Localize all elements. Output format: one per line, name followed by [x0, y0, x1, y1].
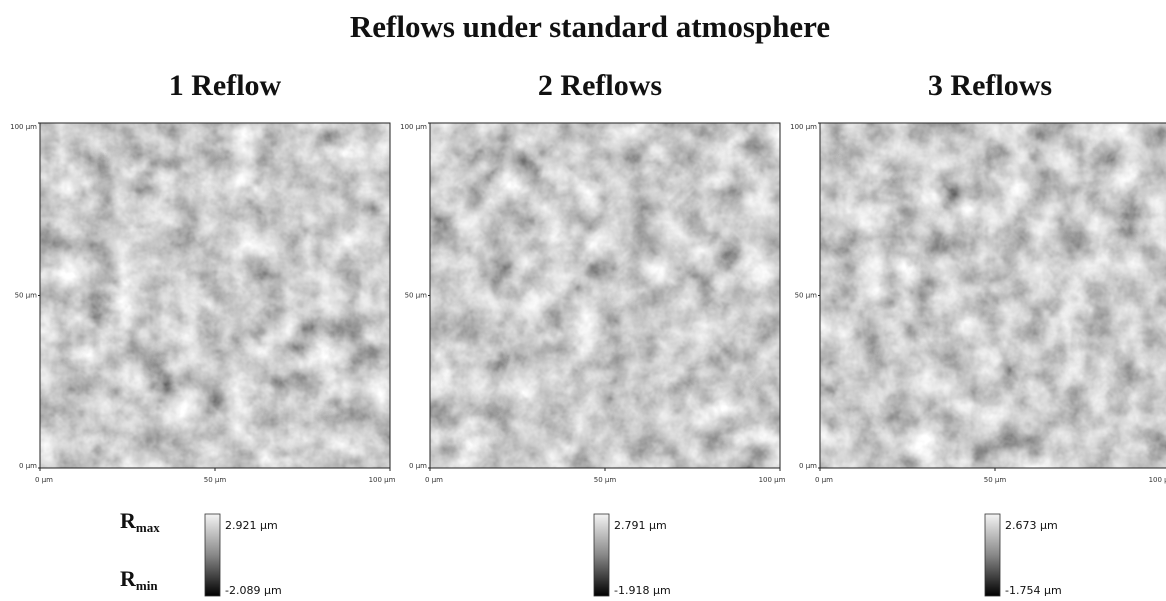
- afm-image: [430, 123, 780, 468]
- rmin-base: R: [120, 566, 137, 591]
- colorbar-max: 2.673 µm: [1005, 519, 1058, 532]
- rmax-label: Rmax: [120, 508, 160, 535]
- x-axis-label: 0 µm: [815, 476, 833, 484]
- y-axis-label: 50 µm: [15, 292, 38, 300]
- figure: Reflows under standard atmosphere Rmax R…: [0, 0, 1166, 601]
- rmax-sub: max: [136, 520, 160, 535]
- colorbar-min: -2.089 µm: [225, 584, 282, 597]
- y-axis-label: 50 µm: [795, 292, 818, 300]
- y-axis-label: 100 µm: [400, 123, 427, 131]
- x-axis-label: 100 µm: [759, 476, 786, 484]
- panel-title: 3 Reflows: [928, 69, 1052, 102]
- colorbar-min: -1.754 µm: [1005, 584, 1062, 597]
- y-axis-label: 50 µm: [405, 292, 428, 300]
- x-axis-label: 0 µm: [425, 476, 443, 484]
- figure-title: Reflows under standard atmosphere: [350, 9, 830, 44]
- y-axis-label: 100 µm: [790, 123, 817, 131]
- x-axis-label: 50 µm: [594, 476, 617, 484]
- y-axis-label: 0 µm: [799, 462, 817, 470]
- afm-image: [40, 123, 390, 468]
- y-axis-label: 0 µm: [19, 462, 37, 470]
- colorbar: [205, 514, 220, 596]
- colorbar: [594, 514, 609, 596]
- panel-title: 1 Reflow: [169, 69, 282, 102]
- x-axis-label: 100 µm: [1149, 476, 1166, 484]
- afm-image: [820, 123, 1166, 468]
- rmax-base: R: [120, 508, 137, 533]
- rmin-label: Rmin: [120, 566, 158, 593]
- rmin-sub: min: [136, 578, 158, 593]
- x-axis-label: 50 µm: [984, 476, 1007, 484]
- colorbar: [985, 514, 1000, 596]
- colorbar-min: -1.918 µm: [614, 584, 671, 597]
- y-axis-label: 100 µm: [10, 123, 37, 131]
- x-axis-label: 50 µm: [204, 476, 227, 484]
- x-axis-label: 0 µm: [35, 476, 53, 484]
- y-axis-label: 0 µm: [409, 462, 427, 470]
- panel-title: 2 Reflows: [538, 69, 662, 102]
- colorbar-max: 2.791 µm: [614, 519, 667, 532]
- x-axis-label: 100 µm: [369, 476, 396, 484]
- colorbar-max: 2.921 µm: [225, 519, 278, 532]
